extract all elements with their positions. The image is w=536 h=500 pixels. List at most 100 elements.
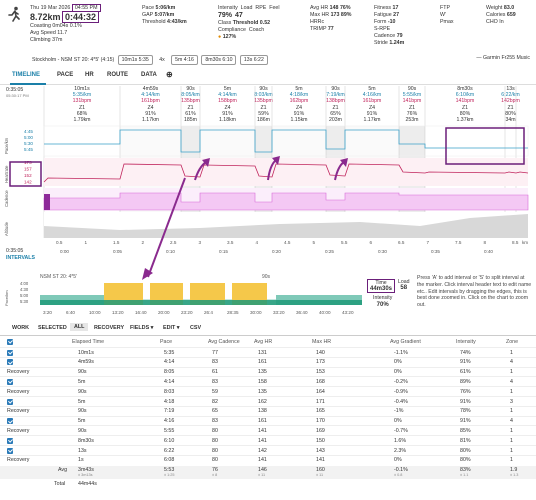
segment-pct: 91% [293, 110, 305, 117]
avg-deviation-cell: ± 11 [316, 473, 324, 478]
distance-tick: 7 [427, 240, 430, 245]
table-cell: 80 [212, 447, 218, 454]
column-header[interactable]: Avg Cadence [208, 338, 240, 345]
row-checkbox[interactable] [7, 359, 13, 366]
segment-header[interactable]: 90s 8:03/km 135bpm Z1 59% 186m [244, 86, 284, 123]
class-value: Threshold 0.52 [232, 20, 271, 26]
select-all-checkbox[interactable] [7, 338, 13, 345]
table-row[interactable]: Recovery 90s 8:03 59 135 164 -0.9% 76% 1 [0, 386, 536, 396]
segment-hr: 135bpm [181, 98, 200, 105]
filter-work-button[interactable]: WORK [12, 325, 30, 331]
avg-cell: 76 [212, 467, 218, 474]
segment-d: 1.18km [218, 117, 236, 124]
compliance-value: 127% [222, 34, 237, 40]
device-label: — Garmin Fr255 Music [476, 55, 530, 61]
add-tab-icon[interactable]: ⊕ [166, 70, 173, 79]
timeline-chart[interactable]: 0:35:05 05:30:17 PM 10m1s 5:35/km 131bpm Z1… [0, 86, 536, 256]
lane-label: Pace/km [4, 137, 9, 154]
segment-header[interactable]: 5m 4:14/km 158bpm Z4 91% 1.18km [208, 86, 248, 123]
segment-header[interactable]: 90s 5:55/km 141bpm Z1 76% 253m [392, 86, 432, 123]
tab-pace[interactable]: PACE [57, 72, 74, 78]
cursor-clock: 05:30:17 PM [6, 93, 29, 98]
edit-menu-button[interactable]: EDIT ▾ [163, 325, 180, 331]
segment-p: 4:18/km [289, 92, 309, 99]
segment-t: 90s [186, 86, 195, 92]
table-cell: 1 [510, 437, 513, 444]
segment-z: Z4 [224, 104, 231, 111]
segment-header[interactable]: 90s 7:19/km 138bpm Z1 65% 203m [316, 86, 356, 123]
timeline-plot[interactable]: Pace/kmHeartrateCadenceAltitude4:455:005… [0, 86, 536, 256]
table-cell: 90s [78, 369, 87, 376]
intervals-label[interactable]: INTERVALS [6, 255, 35, 261]
interval-plot[interactable]: 4:004:305:005:30 Pace/km 3:20 6:40 10:00 13:2… [0, 258, 420, 320]
row-checkbox[interactable] [7, 447, 13, 454]
edit-label: EDIT [163, 325, 176, 331]
tab-data[interactable]: DATA [141, 72, 157, 78]
interval-x-tick: 6:40 [66, 310, 75, 315]
table-cell: 90s [78, 388, 87, 395]
table-row[interactable]: 10m1s 5:35 77 131 140 -1.1% 74% 1 [0, 347, 536, 357]
table-row[interactable]: Recovery 90s 5:55 80 141 169 -0.7% 85% 1 [0, 425, 536, 435]
table-cell: 59 [212, 388, 218, 395]
table-row[interactable]: 13s 6:22 80 142 143 2.3% 80% 1 [0, 445, 536, 455]
chevron-down-icon: ▾ [176, 325, 180, 331]
filter-recovery-button[interactable]: RECOVERY [94, 325, 125, 331]
interval-hint: Press 'A' to add interval or 'S' to spli… [417, 275, 532, 309]
segment-header[interactable]: 13s 6:22/km 142bpm Z1 80% 34m [491, 86, 531, 123]
column-header[interactable]: Zone [506, 338, 519, 345]
table-row[interactable]: 5m 4:16 83 161 170 0% 91% 4 [0, 415, 536, 426]
workout-name[interactable]: Stockholm - NSM ST 20: 4*5' (4:15) [32, 57, 115, 63]
heartrate-series-line [43, 163, 529, 183]
column-header[interactable]: Avg Gradient [390, 338, 421, 345]
segment-hr: 131bpm [72, 98, 92, 105]
table-row[interactable]: 5m 4:14 83 158 168 -0.2% 89% 4 [0, 376, 536, 386]
tab-timeline[interactable]: TIMELINE [12, 72, 40, 78]
row-checkbox[interactable] [7, 398, 13, 405]
table-cell: 13s [78, 447, 87, 454]
segment-header[interactable]: 8m30s 6:10/km 141bpm Z1 80% 1.37km [445, 86, 485, 123]
segment-pct: 91% [222, 110, 233, 117]
row-checkbox[interactable] [7, 437, 13, 444]
table-row[interactable]: 5m 4:18 82 162 171 -0.4% 91% 3 [0, 396, 536, 406]
interval-time-label: Time [375, 280, 387, 286]
segment-header[interactable]: 5m 4:16/km 161bpm Z4 91% 1.17km [352, 86, 392, 123]
filter-selected-button[interactable]: SELECTED [38, 325, 67, 331]
segment-header[interactable]: 5m 4:18/km 162bpm Z4 91% 1.15km [279, 86, 319, 123]
table-row[interactable]: 4m59s 4:14 83 161 173 0% 91% 4 [0, 356, 536, 367]
table-row[interactable]: Recovery 1s 6:08 80 141 141 0% 80% 1 [0, 454, 536, 465]
filter-all-button[interactable]: ALL [70, 323, 89, 331]
segment-d: 1.79km [73, 117, 91, 124]
row-checkbox[interactable] [7, 349, 13, 356]
table-row[interactable]: Recovery 90s 7:19 65 138 165 -1% 78% 1 [0, 405, 536, 416]
lane-label: Altitude [4, 221, 9, 236]
interval-panel[interactable]: INTERVALS NSM ST 20: 4*5' 90s 4:00 4:30 5:… [0, 255, 536, 320]
table-cell: 82 [212, 398, 218, 405]
segment-hr: 158bpm [218, 98, 237, 105]
distance-unit: km [522, 240, 528, 245]
column-header[interactable]: Pace [160, 338, 173, 345]
table-row[interactable]: 8m30s 6:10 80 141 150 1.6% 81% 1 [0, 435, 536, 445]
csv-button[interactable]: CSV [190, 325, 202, 331]
table-row[interactable]: Recovery 90s 8:05 61 135 153 0% 61% 1 [0, 366, 536, 377]
fields-menu-button[interactable]: FIELDS ▾ [130, 325, 153, 331]
duration-value: 0:44:32 [62, 11, 100, 23]
column-header[interactable]: Elapsed Time [72, 338, 105, 345]
row-checkbox[interactable] [7, 378, 13, 385]
column-header[interactable]: Intensity [456, 338, 476, 345]
row-checkbox[interactable] [7, 418, 13, 425]
segment-t: 5m [223, 86, 232, 92]
segment-header[interactable]: 10m1s 5:35/km 131bpm Z1 68% 1.79km [62, 86, 102, 123]
segment-header[interactable]: 4m59s 4:14/km 161bpm Z4 91% 1.17km [131, 86, 171, 123]
table-cell: 4:14 [164, 359, 175, 366]
segment-header[interactable]: 90s 8:05/km 135bpm Z1 61% 185m [171, 86, 211, 123]
column-header[interactable]: Avg HR [254, 338, 273, 345]
tab-hr[interactable]: HR [85, 72, 94, 78]
coasting-value: 0m04s 0.1% [52, 23, 82, 29]
avg-cell: 3m43s [78, 467, 94, 474]
tab-route[interactable]: ROUTE [107, 72, 128, 78]
distance-tick: 4 [256, 240, 259, 245]
column-header[interactable]: Max HR [312, 338, 332, 345]
view-tabs: TIMELINE PACE HR ROUTE DATA ⊕ [0, 69, 536, 85]
segment-d: 34m [505, 117, 516, 124]
interval-x-tick: 33:20 [273, 310, 285, 315]
